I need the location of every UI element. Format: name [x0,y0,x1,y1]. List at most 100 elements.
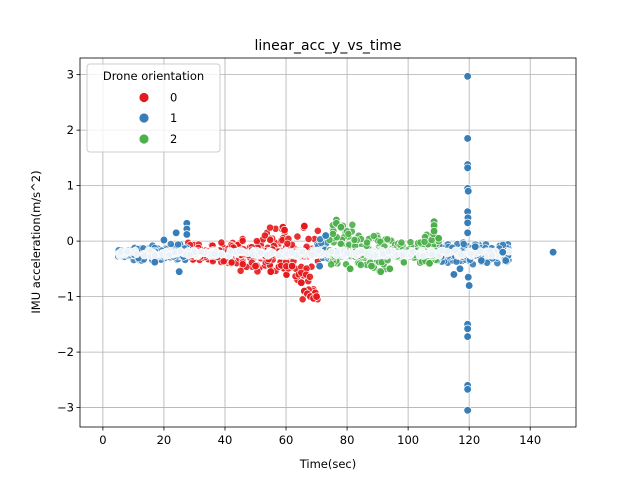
series-1-point-11 [465,281,474,290]
series-1-point-7 [315,261,324,271]
halo-point [235,247,244,255]
series-2-point [369,232,378,240]
series-1-point-28 [463,406,472,415]
series-0-point [313,226,322,235]
series-1-point-29 [471,242,480,251]
halo-point [398,250,407,259]
halo-point [263,251,272,260]
x-tick-label-5: 100 [397,433,419,447]
series-1-point-0 [171,228,181,237]
series-1-point-30 [477,256,486,265]
series-0-point [217,238,226,247]
series-2-point-9 [429,226,439,236]
halo-point [287,248,296,257]
legend-marker-2 [138,133,150,145]
series-0-point [238,236,247,245]
series-0-point-7 [312,292,321,301]
y-tick-label-4: 1 [67,179,74,193]
series-2-point-11 [434,234,443,243]
series-1-point [166,240,175,248]
x-tick-label-4: 80 [340,433,355,447]
chart-title: linear_acc_y_vs_time [254,38,401,54]
series-0-point-11 [251,261,260,271]
axes-frame [79,57,577,428]
halo-point [274,251,283,260]
halo-point [226,247,235,255]
y-tick-label-0: −3 [57,401,74,415]
series-1-point-18 [464,187,473,196]
x-tick-label-7: 140 [519,433,541,447]
series-1-point-1 [175,267,184,276]
series-1-point-13 [463,72,472,81]
series-0-point [306,272,314,281]
series-2-point [350,236,359,244]
series-1-point [459,240,468,248]
series-2-point [399,258,408,267]
x-tick-label-6: 120 [458,433,480,447]
x-axis-label: Time(sec) [299,457,357,471]
series-1-point-16 [463,163,472,173]
y-axis-label: IMU acceleration(m/s^2) [29,170,43,313]
legend-label-0: 0 [170,91,177,105]
series-2-point-5 [376,267,385,276]
halo-point [256,248,265,257]
series-1-point-6 [150,258,159,267]
legend-marker-1 [138,112,150,124]
halo-point [197,248,206,256]
series-1-point-22 [463,228,472,237]
legend-box [86,63,221,153]
series-2-point-2 [336,223,346,232]
series-0-point [304,235,313,243]
series-0-point-0 [266,267,275,276]
series-0-point [266,223,274,232]
series-2-point-3 [345,264,355,274]
halo-point [298,247,307,256]
halo-point [466,249,475,258]
series-1-point-12 [464,273,473,282]
series-0-point [298,295,307,304]
series-0-point [227,258,236,267]
halo-point [217,250,226,259]
series-2-point-4 [367,261,376,271]
halo-point [140,251,149,260]
halo-point [476,247,485,256]
y-tick-label-3: 0 [67,234,74,248]
y-tick-label-2: −1 [57,290,74,304]
series-0-point-9 [297,278,306,287]
halo-point [428,250,437,259]
overplot-halo [115,246,513,260]
series-2-point [406,238,415,247]
x-tick-label-2: 40 [218,433,233,447]
series-0-point-8 [300,221,309,231]
series-2-point [344,229,353,238]
series-2-point [397,238,406,247]
legend-entry-1: 1 [138,111,177,125]
series-0-point [283,239,292,248]
legend-marker-0 [138,92,150,103]
series-1-point-4 [182,230,191,239]
halo-point [357,247,365,256]
halo-point [327,247,336,256]
series-0-point [293,232,302,241]
legend-label-2: 2 [170,132,177,146]
legend-label-1: 1 [170,111,177,125]
y-tick-label-5: 2 [67,123,74,137]
series-2-point [356,261,365,269]
y-axis-ticks: −3 −2 −1 0 1 2 3 [57,68,80,415]
series-0-point [266,236,275,244]
series-2-point [383,235,392,244]
series-1-point-21 [463,218,472,227]
series-1-point-8 [321,231,330,240]
series-2-point [363,238,371,247]
series-2-point [336,239,345,248]
series-0-point [261,231,269,240]
halo-point [176,247,185,255]
halo-point [443,247,452,256]
legend-title: Drone orientation [103,69,204,83]
series-1-point [174,240,182,249]
series-1-point-25 [463,332,472,341]
halo-point [307,250,316,259]
halo-point [185,250,194,259]
series-1-point-31 [498,248,507,257]
series-1-point-32 [501,256,510,265]
